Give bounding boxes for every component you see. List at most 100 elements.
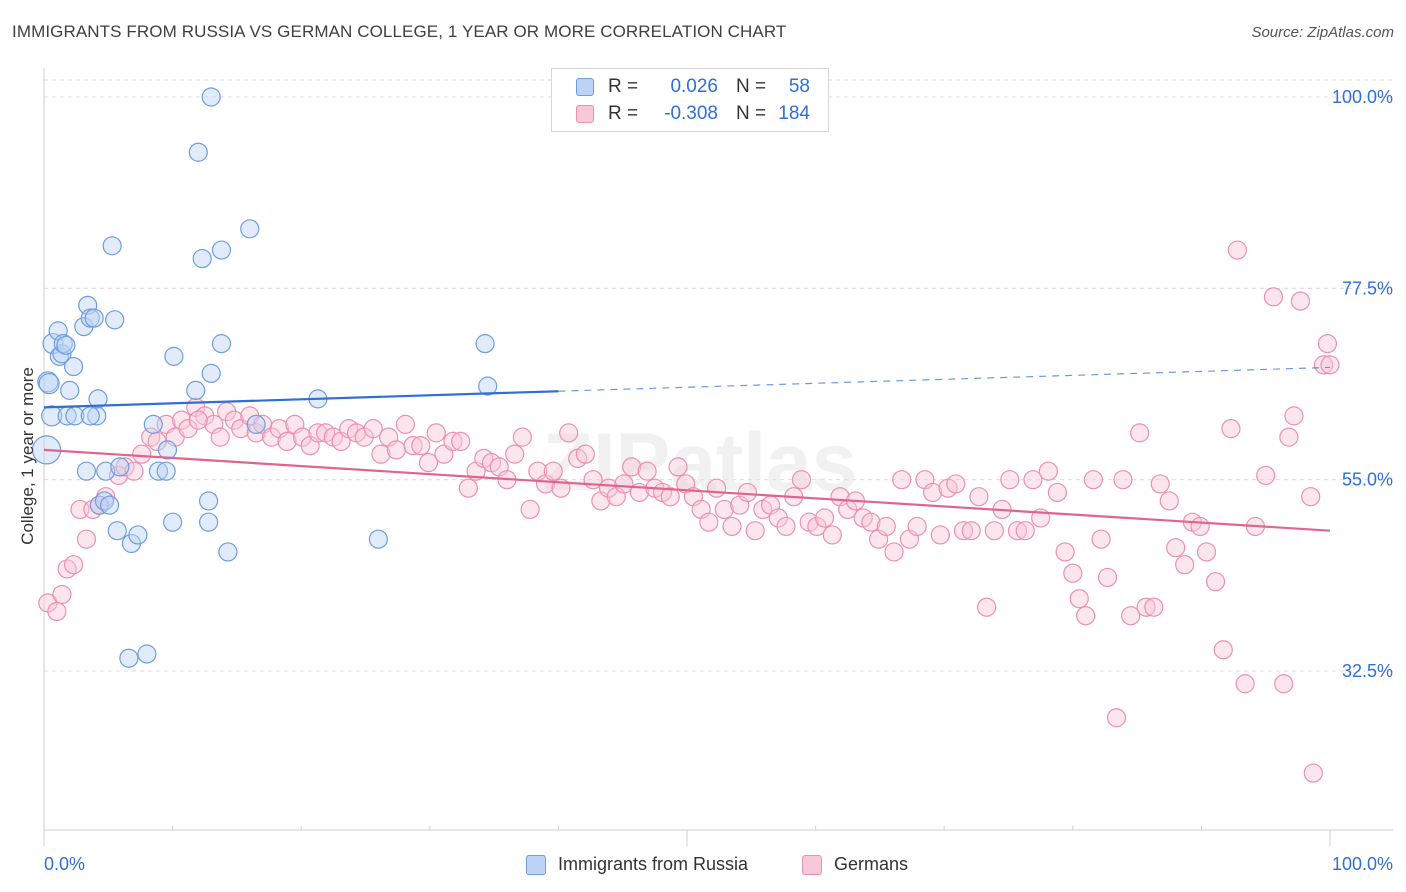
germans-point <box>443 431 463 451</box>
russia-point <box>56 335 76 355</box>
germans-point <box>458 478 478 498</box>
germans-point <box>745 521 765 541</box>
russia-point <box>99 495 120 515</box>
legend-item-germans[interactable]: Germans <box>802 854 908 875</box>
legend-n-label: N = <box>736 76 767 97</box>
legend-row-russia: R = 0.026 N = 58 <box>576 74 810 100</box>
germans-point <box>132 444 152 464</box>
russia-point <box>41 405 63 427</box>
legend-label-germans: Germans <box>834 854 909 874</box>
germans-point <box>63 555 84 575</box>
germans-point <box>1290 291 1311 311</box>
germans-point <box>451 431 471 451</box>
germans-point <box>1175 555 1195 575</box>
y-tick-labels: 32.5% 55.0% 77.5% 100.0% <box>1332 87 1393 681</box>
legend-n-value: 58 <box>788 76 810 97</box>
russia-point <box>105 310 125 330</box>
russia-trend-line <box>43 390 559 409</box>
russia-point <box>96 461 116 481</box>
germans-point <box>1313 355 1334 375</box>
germans-point <box>1205 572 1226 592</box>
russia-point <box>110 457 130 477</box>
legend-label-russia: Immigrants from Russia <box>558 854 749 874</box>
germans-point <box>559 423 579 443</box>
germans-point <box>660 487 680 507</box>
russia-point <box>186 380 206 400</box>
germans-point <box>371 444 391 464</box>
germans-point <box>776 516 796 537</box>
germans-point <box>1320 355 1340 375</box>
russia-point <box>211 240 232 260</box>
legend-swatch-russia <box>526 854 546 875</box>
germans-point <box>1221 419 1241 439</box>
russia-point <box>211 334 232 354</box>
germans-point <box>892 470 912 490</box>
germans-point <box>876 516 896 537</box>
germans-point <box>418 453 439 473</box>
germans-point <box>907 516 927 537</box>
germans-point <box>575 444 596 464</box>
germans-point <box>1303 763 1323 783</box>
germans-point <box>977 597 997 617</box>
germans-point <box>1301 487 1321 507</box>
germans-point <box>714 499 734 520</box>
legend-n-value: 184 <box>778 103 810 124</box>
germans-point <box>403 436 423 456</box>
legend-item-russia[interactable]: Immigrants from Russia <box>526 854 748 875</box>
y-axis-label: College, 1 year or more <box>18 367 37 545</box>
germans-point <box>668 457 688 477</box>
germans-point <box>520 499 540 520</box>
germans-point <box>1091 529 1111 549</box>
russia-point <box>188 142 208 162</box>
russia-point <box>240 219 260 239</box>
germans-point <box>953 521 974 541</box>
russia-point <box>38 372 60 395</box>
russia-point <box>107 521 127 541</box>
germans-point <box>363 419 383 439</box>
germans-point <box>822 525 842 545</box>
russia-point <box>84 308 104 328</box>
germans-point <box>1196 542 1217 562</box>
germans-point <box>1076 606 1096 626</box>
germans-point <box>737 482 758 503</box>
russia-point <box>192 248 212 269</box>
gridlines <box>44 79 1393 672</box>
germans-point <box>426 423 446 443</box>
russia-point <box>88 389 108 409</box>
germans-point <box>277 431 297 451</box>
germans-point <box>1213 640 1233 660</box>
trend-lines <box>43 366 1331 532</box>
germans-point <box>815 508 835 528</box>
germans-point <box>308 423 328 443</box>
russia-point <box>137 644 157 664</box>
legend-swatch-russia <box>576 78 594 96</box>
legend-swatch-germans <box>802 854 822 875</box>
russia-point <box>80 406 100 426</box>
legend-r-label: R = <box>608 103 639 124</box>
russia-trend-extension <box>558 366 1331 392</box>
chart-title: IMMIGRANTS FROM RUSSIA VS GERMAN COLLEGE… <box>12 22 787 41</box>
germans-point <box>1274 674 1294 694</box>
germans-point <box>115 457 135 477</box>
germans-point <box>923 482 943 503</box>
germans-point <box>1047 482 1067 503</box>
germans-point <box>1284 406 1304 426</box>
germans-point <box>614 474 634 494</box>
legend-row-germans: R = -0.308 N = 184 <box>576 101 810 127</box>
russia-point <box>156 461 176 481</box>
germans-point <box>791 470 812 490</box>
germans-point <box>1097 567 1118 588</box>
germans-point <box>1256 465 1276 486</box>
russia-point <box>143 414 163 434</box>
germans-points <box>38 240 1340 783</box>
y-tick-label: 100.0% <box>1332 87 1393 107</box>
x-tick-label-min: 0.0% <box>44 854 85 874</box>
series-legend: Immigrants from Russia Germans <box>0 852 1406 878</box>
germans-point <box>188 410 208 430</box>
legend-swatch-germans <box>576 105 594 123</box>
germans-point <box>1000 470 1020 490</box>
russia-point <box>37 371 59 393</box>
russia-point <box>102 236 122 256</box>
russia-point <box>128 525 148 545</box>
